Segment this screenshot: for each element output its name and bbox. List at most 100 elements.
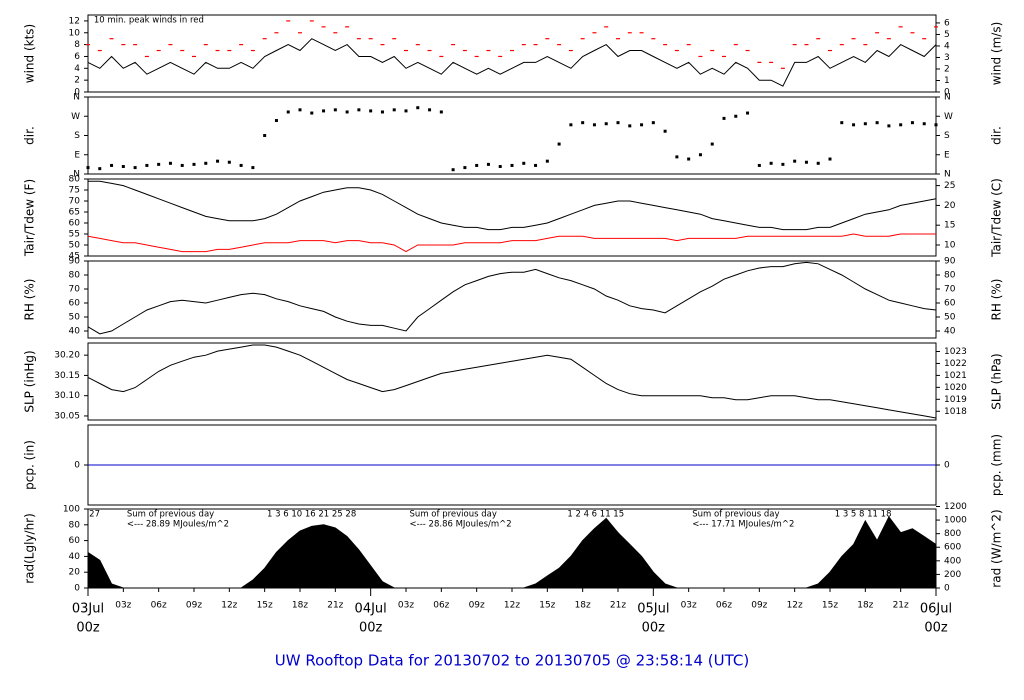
dir-point [569,123,573,127]
annotation: 1 3 5 8 11 18 [835,510,892,520]
y-tick-label: 40 [69,552,81,562]
y2-tick-label: 90 [944,257,956,267]
series-area [87,515,937,589]
y2-axis-label: Tair/Tdew (C) [990,178,1004,258]
dir-point [557,142,561,146]
y-tick-label: 90 [69,257,81,267]
x-tick-label: 21z [893,601,909,611]
y2-tick-label: S [944,131,950,141]
dir-point [345,110,349,114]
x-tick-label: 09z [469,601,485,611]
y2-tick-label: 600 [944,543,961,553]
dir-point [121,165,125,169]
y2-tick-label: 0 [944,461,950,471]
y2-tick-label: W [944,112,953,122]
y2-tick-label: 5 [944,30,950,40]
dir-point [157,162,161,166]
dir-point [298,108,302,112]
y-axis-label: rad(Lgly/hr) [23,513,37,584]
dir-point [274,119,278,123]
x-tick-label: 18z [575,601,591,611]
dir-point [286,110,290,114]
day-label: 05Jul [637,602,669,617]
dir-point [180,163,184,167]
x-tick-label: 06z [433,601,449,611]
dir-point [204,161,208,165]
dir-point [498,165,502,169]
y-tick-label: S [74,131,80,141]
dir-point [510,163,514,167]
x-tick-label: 12z [504,601,520,611]
y2-tick-label: 10 [944,240,956,250]
dir-point [875,121,879,125]
dir-point [263,134,267,137]
dir-point [687,157,691,161]
day-hour-label: 00z [359,621,383,636]
y-axis-label: Tair/Tdew (F) [23,179,37,257]
y-tick-label: 75 [69,186,80,196]
panel-frame [87,14,937,93]
y2-tick-label: 1019 [944,395,967,405]
y2-tick-label: 50 [944,313,956,323]
dir-point [357,108,361,112]
dir-point [757,163,761,167]
y-tick-label: 10 [69,28,81,38]
x-tick-label: 18z [857,601,873,611]
y-axis-label: SLP (inHg) [23,350,37,412]
dir-point [698,153,702,157]
y-tick-label: 65 [69,208,80,218]
dir-point [486,162,490,166]
y2-axis-label: SLP (hPa) [990,353,1004,409]
y2-tick-label: 800 [944,529,961,539]
y2-axis-label: rad (W/m^2) [990,509,1004,587]
y2-tick-label: 1020 [944,383,967,393]
y-tick-label: 4 [74,64,80,74]
dir-point [722,116,726,120]
y2-tick-label: 1018 [944,407,967,417]
y2-tick-label: 2 [944,64,950,74]
annotation: Sum of previous day [127,510,214,520]
x-tick-label: 12z [221,601,237,611]
y-tick-label: 40 [69,327,81,337]
dir-point [463,166,467,170]
y-tick-label: E [74,150,80,160]
y2-axis-label: dir. [990,126,1004,145]
annotation: <--- 28.89 MJoules/m^2 [127,520,229,530]
dir-point [369,109,373,113]
dir-point [863,122,867,126]
annotation: <--- 17.71 MJoules/m^2 [692,520,794,530]
dir-point [192,162,196,166]
y-tick-label: 30.10 [54,391,80,401]
y-tick-label: 30.20 [54,351,80,361]
y2-tick-label: 400 [944,556,961,566]
x-tick-label: 15z [539,601,555,611]
day-label: 06Jul [920,602,952,617]
dir-point [581,121,585,125]
x-tick-label: 21z [327,601,343,611]
dir-point [769,161,773,165]
y2-tick-label: 25 [944,181,955,191]
annotation: 27 [89,510,100,520]
dir-point [145,163,149,167]
x-tick-label: 09z [751,601,767,611]
y2-tick-label: E [944,150,950,160]
dir-point [828,157,832,161]
y-tick-label: 80 [69,271,81,281]
y-tick-label: N [73,170,80,180]
y2-tick-label: 0 [944,88,950,98]
annotation: 1 3 6 10 16 21 25 28 [267,510,356,520]
dir-point [616,121,620,125]
y-tick-label: 60 [69,536,81,546]
y-tick-label: W [71,112,80,122]
x-tick-label: 12z [787,601,803,611]
dir-point [852,123,856,127]
annotation: 1 2 4 6 11 15 [567,510,624,520]
y-tick-label: 0 [74,88,80,98]
footer: UW Rooftop Data for 20130702 to 20130705… [275,652,749,670]
y-tick-label: 45 [69,252,80,262]
dir-point [251,166,255,170]
x-tick-label: 03z [681,601,697,611]
y-axis-label: pcp. (in) [23,440,37,490]
